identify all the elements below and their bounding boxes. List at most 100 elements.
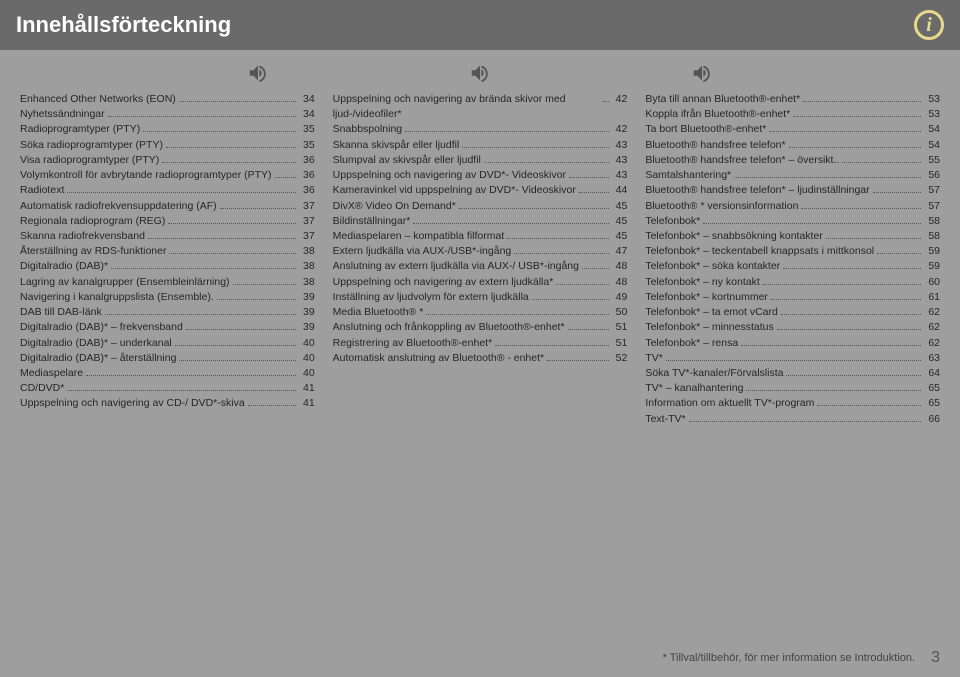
toc-label: Mediaspelare	[20, 366, 83, 381]
toc-label: Kameravinkel vid uppspelning av DVD*- Vi…	[333, 183, 576, 198]
toc-page: 47	[612, 244, 628, 259]
toc-label: Radioprogramtyper (PTY)	[20, 122, 140, 137]
toc-entry: Extern ljudkälla via AUX-/USB*-ingång 47	[333, 244, 628, 259]
toc-entry: Anslutning och frånkoppling av Bluetooth…	[333, 320, 628, 335]
toc-label: Digitalradio (DAB)*	[20, 259, 108, 274]
toc-entry: Telefonbok* – kortnummer61	[645, 290, 940, 305]
toc-leader-dots	[789, 147, 922, 148]
toc-entry: Telefonbok* – teckentabell knappsats i m…	[645, 244, 940, 259]
toc-label: Uppspelning och navigering av brända ski…	[333, 92, 600, 122]
toc-column-2: Uppspelning och navigering av brända ski…	[333, 92, 628, 427]
toc-entry: Telefonbok* – rensa62	[645, 336, 940, 351]
toc-entry: Ta bort Bluetooth®-enhet*54	[645, 122, 940, 137]
toc-entry: Uppspelning och navigering av DVD*- Vide…	[333, 168, 628, 183]
toc-leader-dots	[179, 101, 296, 102]
toc-entry: Text-TV* 66	[645, 412, 940, 427]
toc-page: 59	[924, 259, 940, 274]
toc-leader-dots	[166, 147, 296, 148]
toc-entry: Skanna skivspår eller ljudfil43	[333, 138, 628, 153]
toc-entry: Automatisk radiofrekvensuppdatering (AF)…	[20, 199, 315, 214]
toc-page: 41	[299, 396, 315, 411]
toc-leader-dots	[734, 177, 921, 178]
toc-entry: Bluetooth® handsfree telefon* – ljudinst…	[645, 183, 940, 198]
toc-entry: Söka radioprogramtyper (PTY)35	[20, 138, 315, 153]
info-icon: i	[914, 10, 944, 40]
header-bar: Innehållsförteckning i	[0, 0, 960, 50]
toc-page: 45	[612, 214, 628, 229]
toc-label: Radiotext	[20, 183, 64, 198]
toc-label: Bluetooth® handsfree telefon* – översikt…	[645, 153, 839, 168]
toc-label: Lagring av kanalgrupper (Ensembleinlärni…	[20, 275, 230, 290]
toc-label: Inställning av ljudvolym för extern ljud…	[333, 290, 529, 305]
toc-label: CD/DVD*	[20, 381, 64, 396]
toc-label: Telefonbok* – teckentabell knappsats i m…	[645, 244, 874, 259]
toc-page: 42	[612, 92, 628, 107]
toc-label: Text-TV*	[645, 412, 685, 427]
toc-label: Enhanced Other Networks (EON)	[20, 92, 176, 107]
toc-label: Mediaspelaren – kompatibla filformat	[333, 229, 505, 244]
toc-entry: Slumpval av skivspår eller ljudfil43	[333, 153, 628, 168]
toc-leader-dots	[233, 284, 296, 285]
toc-entry: Telefonbok* – söka kontakter59	[645, 259, 940, 274]
toc-entry: Telefonbok* – minnesstatus 62	[645, 320, 940, 335]
toc-entry: Uppspelning och navigering av CD-/ DVD*-…	[20, 396, 315, 411]
toc-leader-dots	[179, 360, 296, 361]
toc-page: 55	[924, 153, 940, 168]
toc-label: Telefonbok*	[645, 214, 700, 229]
toc-label: Telefonbok* – minnesstatus	[645, 320, 773, 335]
toc-label: Söka radioprogramtyper (PTY)	[20, 138, 163, 153]
toc-page: 37	[299, 214, 315, 229]
toc-label: Navigering i kanalgruppslista (Ensemble)…	[20, 290, 214, 305]
toc-page: 39	[299, 290, 315, 305]
toc-label: Återställning av RDS-funktioner	[20, 244, 166, 259]
toc-label: Bluetooth® handsfree telefon* – ljudinst…	[645, 183, 869, 198]
toc-label: Extern ljudkälla via AUX-/USB*-ingång	[333, 244, 512, 259]
toc-label: Telefonbok* – rensa	[645, 336, 738, 351]
toc-entry: Information om aktuellt TV*-program65	[645, 396, 940, 411]
toc-label: Visa radioprogramtyper (PTY)	[20, 153, 159, 168]
icon-row	[0, 62, 960, 84]
toc-leader-dots	[86, 375, 296, 376]
toc-leader-dots	[666, 360, 921, 361]
toc-label: TV*	[645, 351, 663, 366]
toc-label: Digitalradio (DAB)* – återställning	[20, 351, 176, 366]
toc-label: Digitalradio (DAB)* – underkanal	[20, 336, 172, 351]
toc-label: Uppspelning och navigering av DVD*- Vide…	[333, 168, 566, 183]
toc-leader-dots	[220, 208, 296, 209]
toc-leader-dots	[148, 238, 296, 239]
toc-page: 56	[924, 168, 940, 183]
toc-label: Telefonbok* – ny kontakt	[645, 275, 759, 290]
toc-entry: Återställning av RDS-funktioner38	[20, 244, 315, 259]
toc-label: Samtalshantering*	[645, 168, 731, 183]
toc-entry: Digitalradio (DAB)* – frekvensband39	[20, 320, 315, 335]
toc-page: 35	[299, 122, 315, 137]
toc-entry: CD/DVD*41	[20, 381, 315, 396]
toc-entry: Byta till annan Bluetooth®-enhet* 53	[645, 92, 940, 107]
toc-label: Byta till annan Bluetooth®-enhet*	[645, 92, 800, 107]
toc-leader-dots	[793, 116, 921, 117]
toc-entry: Enhanced Other Networks (EON)34	[20, 92, 315, 107]
toc-page: 40	[299, 336, 315, 351]
toc-entry: Anslutning av extern ljudkälla via AUX-/…	[333, 259, 628, 274]
toc-label: Registrering av Bluetooth®-enhet*	[333, 336, 493, 351]
toc-page: 53	[924, 92, 940, 107]
footnote: * Tillval/tillbehör, för mer information…	[663, 652, 916, 664]
toc-entry: Mediaspelaren – kompatibla filformat45	[333, 229, 628, 244]
toc-entry: Radioprogramtyper (PTY) 35	[20, 122, 315, 137]
toc-entry: DivX® Video On Demand*45	[333, 199, 628, 214]
toc-page: 36	[299, 168, 315, 183]
toc-entry: Telefonbok*58	[645, 214, 940, 229]
toc-leader-dots	[803, 101, 921, 102]
toc-page: 66	[924, 412, 940, 427]
toc-page: 34	[299, 107, 315, 122]
toc-label: Automatisk radiofrekvensuppdatering (AF)	[20, 199, 217, 214]
toc-leader-dots	[781, 314, 921, 315]
toc-leader-dots	[105, 314, 296, 315]
toc-page: 57	[924, 199, 940, 214]
toc-page: 38	[299, 259, 315, 274]
toc-page: 40	[299, 366, 315, 381]
toc-entry: Telefonbok* – snabbsökning kontakter58	[645, 229, 940, 244]
toc-page: 59	[924, 244, 940, 259]
toc-page: 49	[612, 290, 628, 305]
toc-page: 62	[924, 320, 940, 335]
